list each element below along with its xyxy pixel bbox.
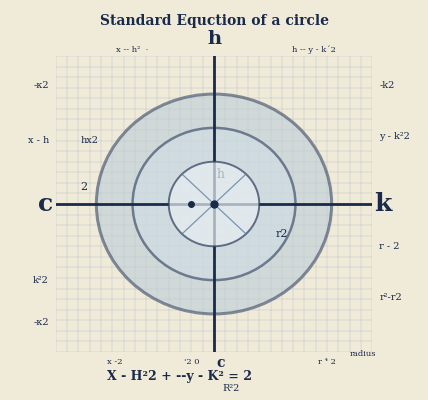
Text: h: h — [207, 30, 221, 48]
Text: r ⁴ 2: r ⁴ 2 — [318, 358, 336, 366]
Text: r²-r2: r²-r2 — [379, 292, 402, 302]
Text: x -- h²  ·: x -- h² · — [116, 46, 149, 54]
Text: '2 0: '2 0 — [184, 358, 199, 366]
Text: r - 2: r - 2 — [379, 242, 400, 251]
Text: -k2: -k2 — [379, 81, 395, 90]
Text: Standard Equction of a circle: Standard Equction of a circle — [99, 14, 329, 28]
Text: R²2: R²2 — [223, 384, 240, 393]
Text: -κ2: -κ2 — [33, 318, 49, 327]
Text: c: c — [217, 356, 225, 370]
Text: radius: radius — [350, 350, 377, 358]
Text: c: c — [38, 192, 54, 216]
Text: x -2: x -2 — [107, 358, 122, 366]
Text: -κ2: -κ2 — [33, 81, 49, 90]
Circle shape — [96, 94, 332, 314]
Text: r2: r2 — [276, 228, 288, 238]
Text: k: k — [374, 192, 392, 216]
Text: k²2: k²2 — [33, 276, 49, 285]
Text: 2: 2 — [80, 182, 88, 192]
Text: h: h — [217, 168, 225, 181]
Circle shape — [169, 162, 259, 246]
Text: X - H²2 + --y - K² = 2: X - H²2 + --y - K² = 2 — [107, 370, 252, 383]
Text: x - h: x - h — [27, 136, 49, 145]
Text: y - k²2: y - k²2 — [379, 132, 410, 141]
Text: hx2: hx2 — [80, 136, 98, 145]
Circle shape — [133, 128, 295, 280]
Text: h -- y - k´2: h -- y - k´2 — [291, 45, 336, 54]
